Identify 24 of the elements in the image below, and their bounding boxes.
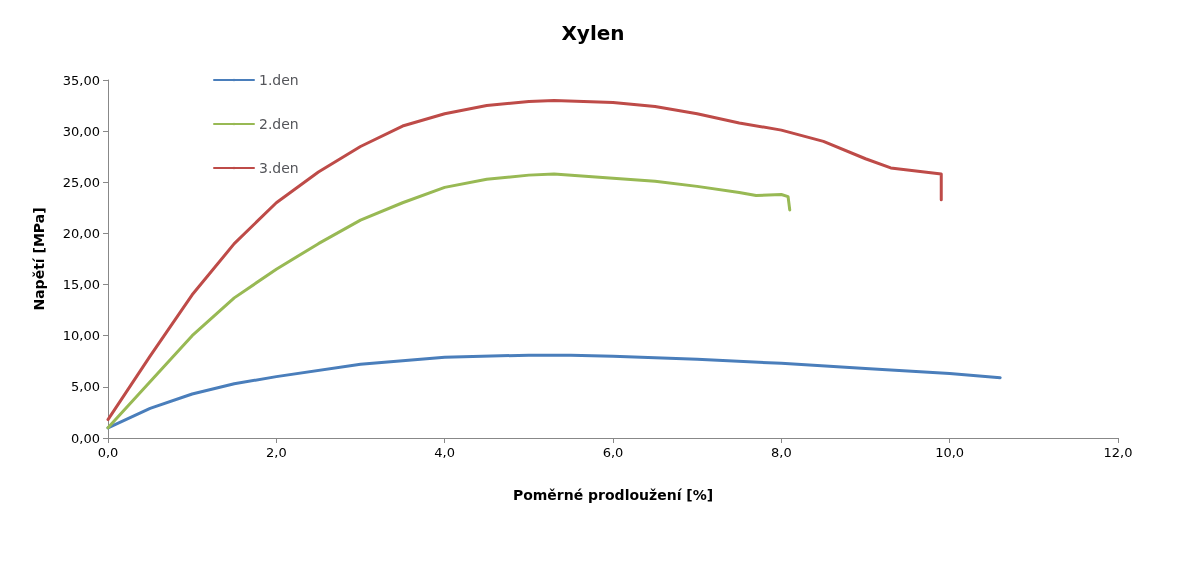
- x-axis-title: Poměrné prodloužení [%]: [512, 487, 714, 503]
- legend-label: 2.den: [259, 116, 299, 132]
- x-tick-label: 4,0: [434, 445, 456, 460]
- line-series: [106, 172, 792, 430]
- legend-label: 3.den: [259, 160, 299, 176]
- y-tick-label: 0,00: [71, 430, 100, 446]
- x-tick-label: 12,0: [1103, 445, 1133, 460]
- line-series: [106, 98, 943, 422]
- x-tick-label: 10,0: [935, 445, 965, 460]
- y-tick-label: 10,00: [62, 328, 100, 344]
- y-tick-label: 20,00: [62, 225, 100, 241]
- y-tick-label: 5,00: [71, 379, 100, 395]
- chart-title: Xylen: [561, 21, 625, 45]
- x-tick-label: 0,0: [97, 445, 119, 460]
- y-tick-label: 30,00: [62, 123, 100, 139]
- x-tick-label: 8,0: [770, 445, 792, 460]
- y-tick-label: 15,00: [62, 277, 100, 293]
- legend-label: 1.den: [259, 72, 299, 88]
- x-tick-label: 6,0: [602, 445, 624, 460]
- y-axis-title: Napětí [MPa]: [31, 207, 47, 311]
- y-tick-label: 25,00: [62, 174, 100, 190]
- line-series: [106, 353, 1002, 430]
- y-tick-label: 35,00: [62, 72, 100, 88]
- x-tick-label: 2,0: [265, 445, 287, 460]
